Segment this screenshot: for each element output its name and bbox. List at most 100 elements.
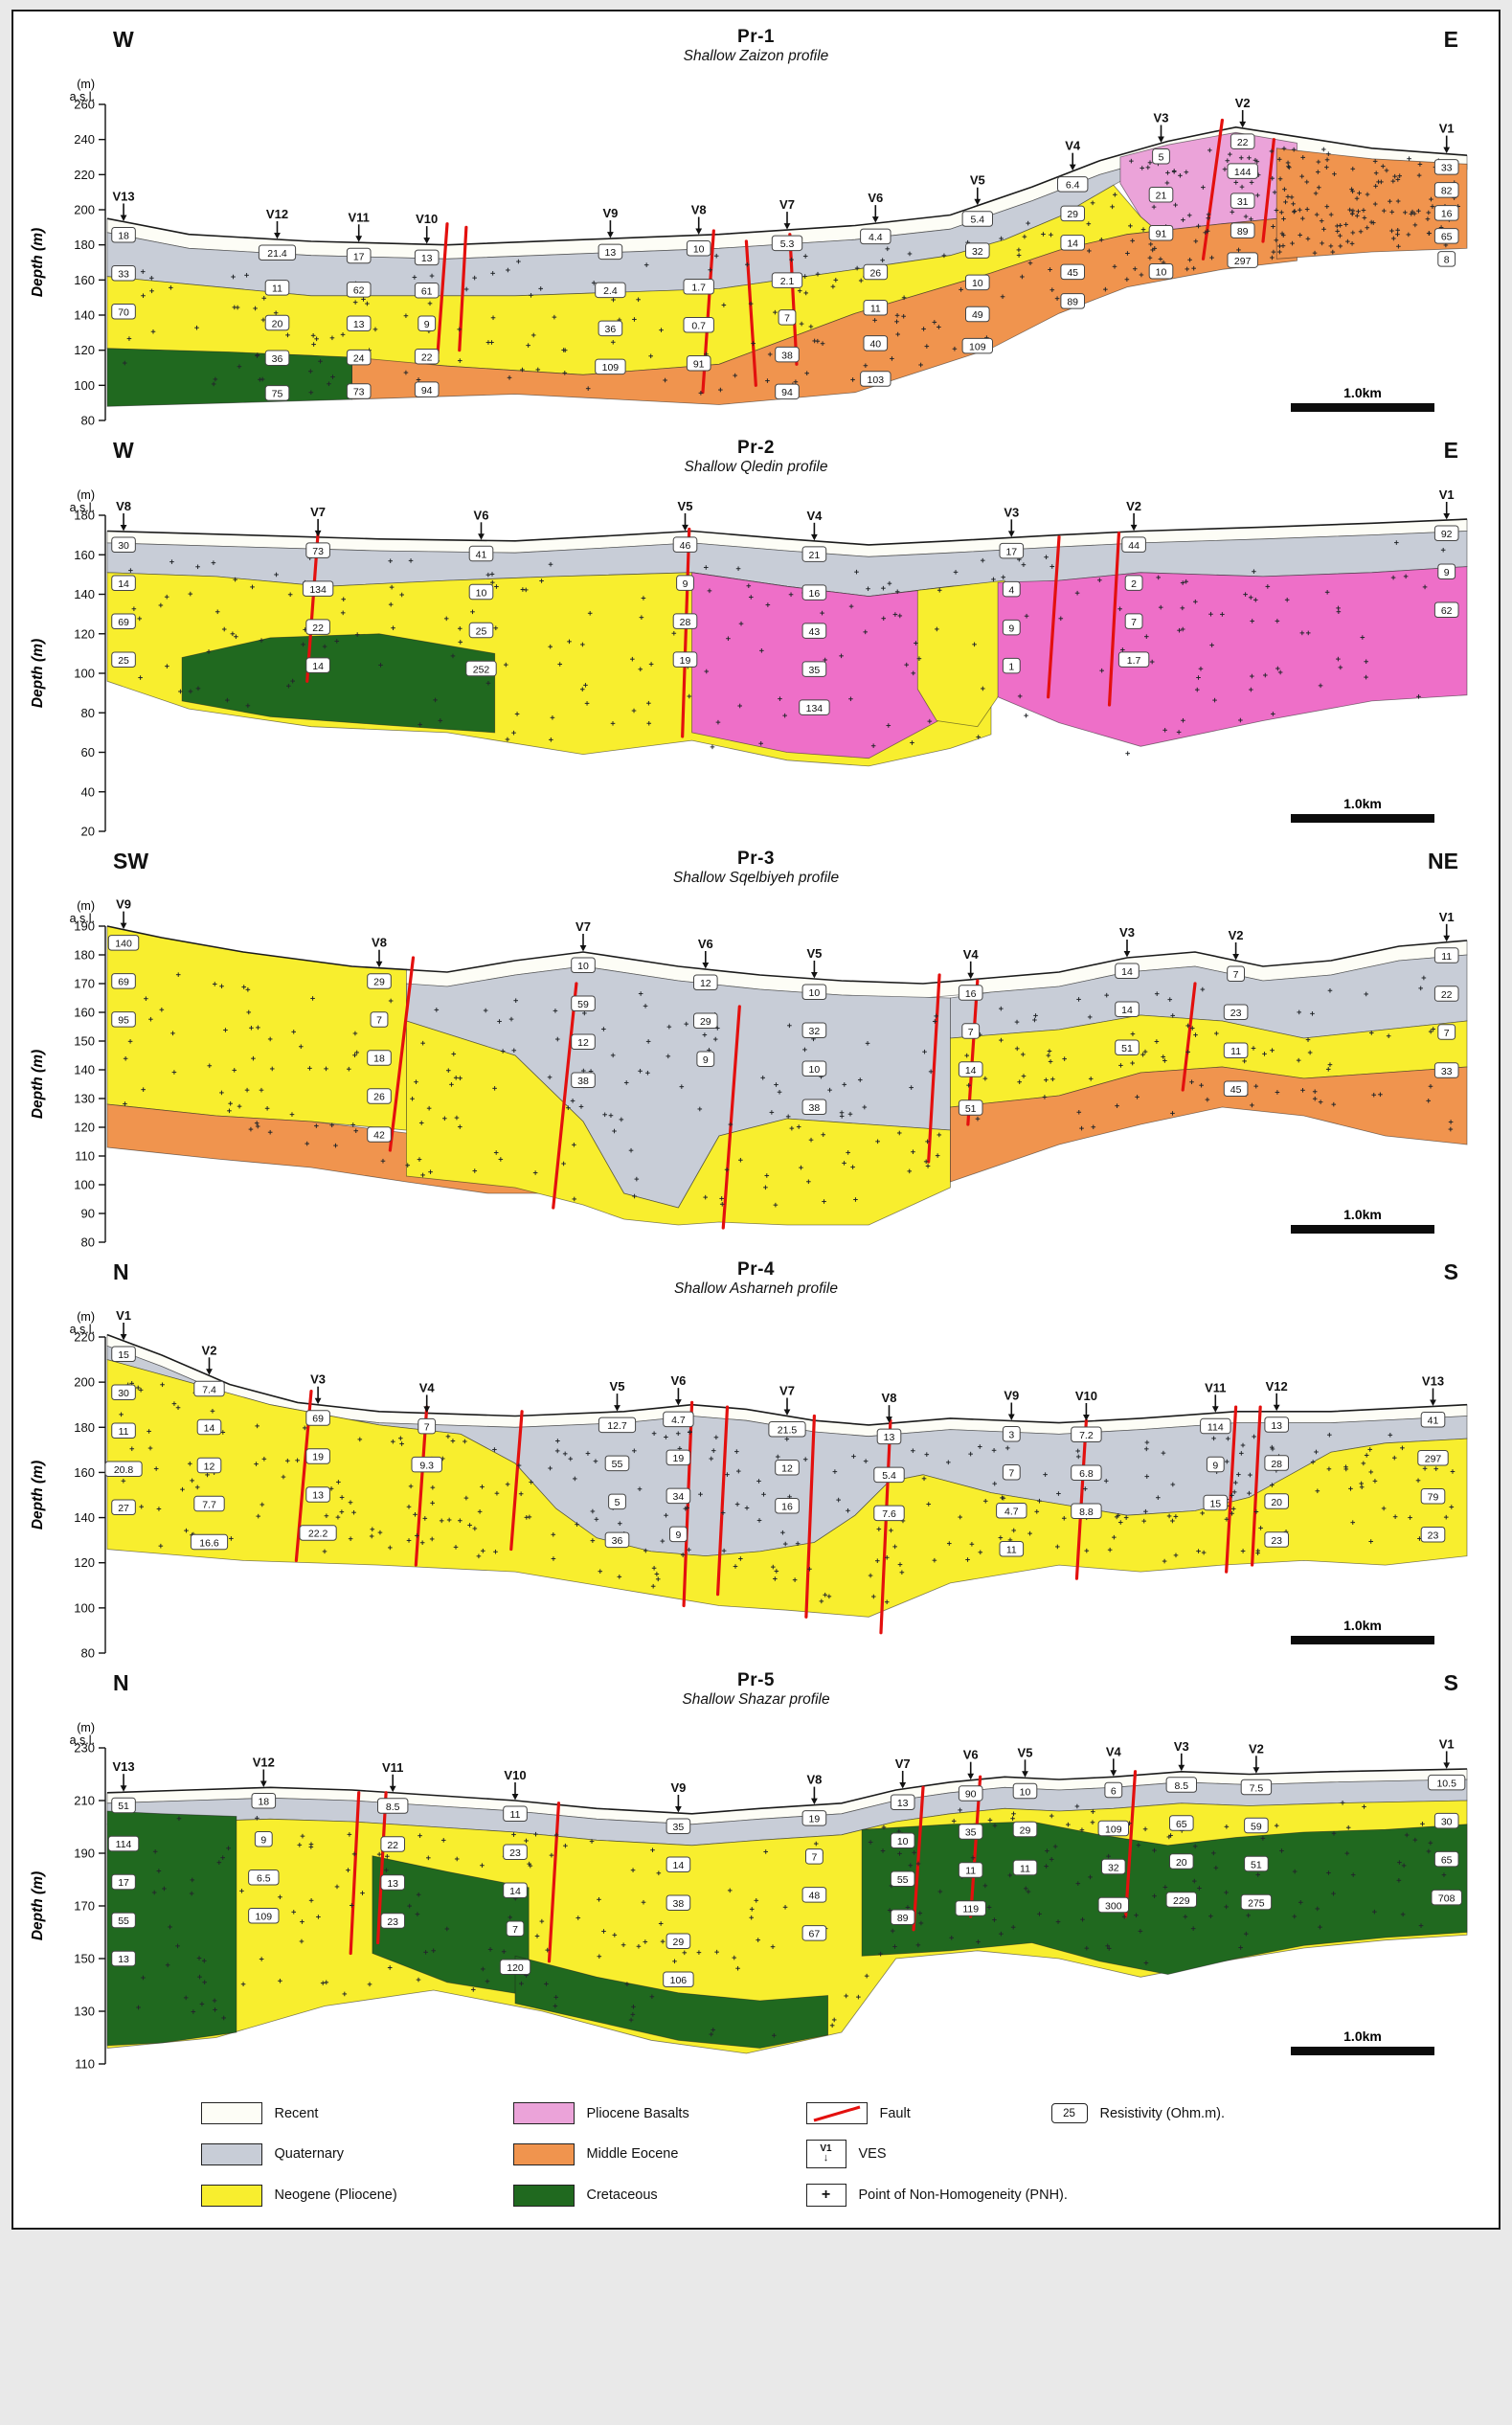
ves-station-V6: V6 12 29 9 [693, 937, 718, 1067]
axis-unit-asl: a.s.l. [70, 1323, 95, 1336]
resistivity-box [111, 1346, 136, 1363]
direction-left-label: SW [113, 849, 149, 873]
resistivity-box [801, 1925, 827, 1941]
resistivity-value: 20 [272, 318, 283, 329]
profile-title: Pr-5 [737, 1670, 775, 1690]
resistivity-value: 46 [680, 540, 691, 552]
resistivity-value: 89 [1237, 226, 1249, 238]
ves-station-V9: V9 35 14 38 29 106 [663, 1780, 694, 1987]
resistivity-box [111, 973, 136, 989]
profile-panel-Pr-4: N Pr-4 Shallow Asharneh profile S 220 200 180 1… [19, 1259, 1493, 1666]
resistivity-box [305, 657, 330, 673]
profiles-container: W Pr-1 Shallow Zaizon profile E 260 240 220 200… [19, 27, 1493, 2077]
ves-station-V12: V12 21.4 11 20 36 75 [258, 207, 297, 401]
resistivity-box [1240, 1893, 1273, 1911]
resistivity-box [1148, 225, 1174, 241]
resistivity-value: 19 [312, 1452, 324, 1463]
resistivity-box [465, 660, 497, 677]
depth-axis-title: Depth (m) [30, 1461, 46, 1530]
resistivity-box [468, 545, 494, 562]
resistivity-box [801, 1887, 827, 1903]
resistivity-value: 11 [965, 1866, 976, 1877]
resistivity-box [801, 584, 827, 601]
resistivity-box [503, 1882, 528, 1898]
resistivity-box [380, 1874, 405, 1891]
resistivity-value: 29 [373, 977, 385, 988]
ves-arrow-icon [423, 238, 431, 244]
resistivity-box [863, 335, 889, 351]
resistivity-box [346, 247, 372, 264]
resistivity-value: 69 [312, 1414, 324, 1425]
resistivity-value: 29 [1067, 209, 1078, 220]
resistivity-value: 134 [806, 703, 824, 714]
profile-title: Pr-2 [737, 438, 775, 458]
ves-station-label: V6 [474, 508, 489, 522]
resistivity-value: 43 [809, 626, 821, 638]
axis-tick-label: 80 [81, 1235, 95, 1250]
resistivity-value: 41 [476, 549, 487, 560]
depth-axis: 180 160 140 120 100 80 60 40 20 (m)a.s.l. Depth (m… [30, 488, 106, 839]
layer-cretaceous [106, 1810, 237, 2047]
resistivity-box [1071, 1426, 1102, 1442]
resistivity-box [1165, 1777, 1197, 1793]
axis-tick-label: 130 [74, 1092, 95, 1106]
axis-tick-label: 180 [74, 509, 95, 523]
ves-station-label: V2 [1249, 1741, 1264, 1756]
resistivity-value: 109 [256, 1911, 273, 1922]
fault-symbol-icon [805, 2102, 868, 2124]
resistivity-box [961, 337, 993, 354]
axis-tick-label: 230 [74, 1741, 95, 1756]
resistivity-value: 17 [353, 251, 365, 262]
ves-arrow-icon [783, 223, 791, 230]
ves-station-label: V13 [112, 189, 134, 203]
resistivity-box [111, 264, 136, 282]
fault-line [388, 956, 416, 1152]
axis-unit-m: (m) [77, 1310, 95, 1324]
ves-station-V4: V4 6.4 29 14 45 89 [1057, 139, 1089, 309]
resistivity-box [367, 1088, 392, 1104]
resistivity-box [1057, 176, 1089, 193]
resistivity-value: 36 [605, 324, 617, 335]
depth-axis: 220 200 180 160 140 120 100 80 (m)a.s.l. Depth (m… [30, 1310, 106, 1661]
resistivity-box [196, 1418, 222, 1436]
resistivity-value: 109 [969, 341, 986, 352]
profile-title: Pr-1 [737, 27, 775, 47]
ves-station-label: V7 [779, 197, 795, 212]
resistivity-value: 109 [1105, 1824, 1122, 1835]
resistivity-box [666, 1856, 691, 1872]
profile-subtitle: Shallow Sqelbiyeh profile [672, 870, 840, 886]
resistivity-value: 29 [1020, 1824, 1031, 1836]
resistivity-box [1264, 1455, 1290, 1471]
resistivity-value: 7 [424, 1421, 430, 1433]
resistivity-box [111, 1873, 136, 1891]
resistivity-value: 14 [312, 661, 324, 672]
resistivity-box [799, 699, 830, 715]
ves-arrow-icon [120, 1334, 127, 1341]
resistivity-value: 22 [421, 351, 433, 363]
pnh-scatter [126, 1801, 1453, 2038]
resistivity-value: 16 [809, 588, 821, 600]
resistivity-box [805, 1848, 824, 1865]
axis-tick-label: 140 [74, 308, 95, 323]
resistivity-value: 34 [673, 1491, 685, 1503]
layer-cretaceous [181, 633, 496, 734]
resistivity-box [1227, 163, 1258, 179]
resistivity-box [248, 1869, 280, 1886]
axis-tick-label: 40 [81, 784, 95, 799]
resistivity-value: 59 [1251, 1821, 1262, 1832]
resistivity-value: 4.7 [1004, 1507, 1019, 1518]
resistivity-value: 300 [1105, 1900, 1122, 1912]
resistivity-value: 25 [476, 625, 487, 637]
resistivity-box [863, 299, 889, 316]
resistivity-value: 6.4 [1066, 180, 1080, 192]
ves-arrow-icon [1252, 1767, 1260, 1774]
fault-line [804, 1414, 817, 1619]
resistivity-box [1165, 1892, 1197, 1908]
resistivity-box [1071, 1464, 1102, 1481]
scale-bar-label: 1.0km [1343, 1207, 1382, 1222]
resistivity-value: 33 [1441, 163, 1453, 174]
ves-station-V1: V1 10.5 30 65 708 [1428, 1736, 1466, 1906]
ves-arrow-icon [1443, 1762, 1451, 1769]
resistivity-box [1002, 619, 1021, 636]
ves-station-label: V11 [1205, 1380, 1226, 1394]
